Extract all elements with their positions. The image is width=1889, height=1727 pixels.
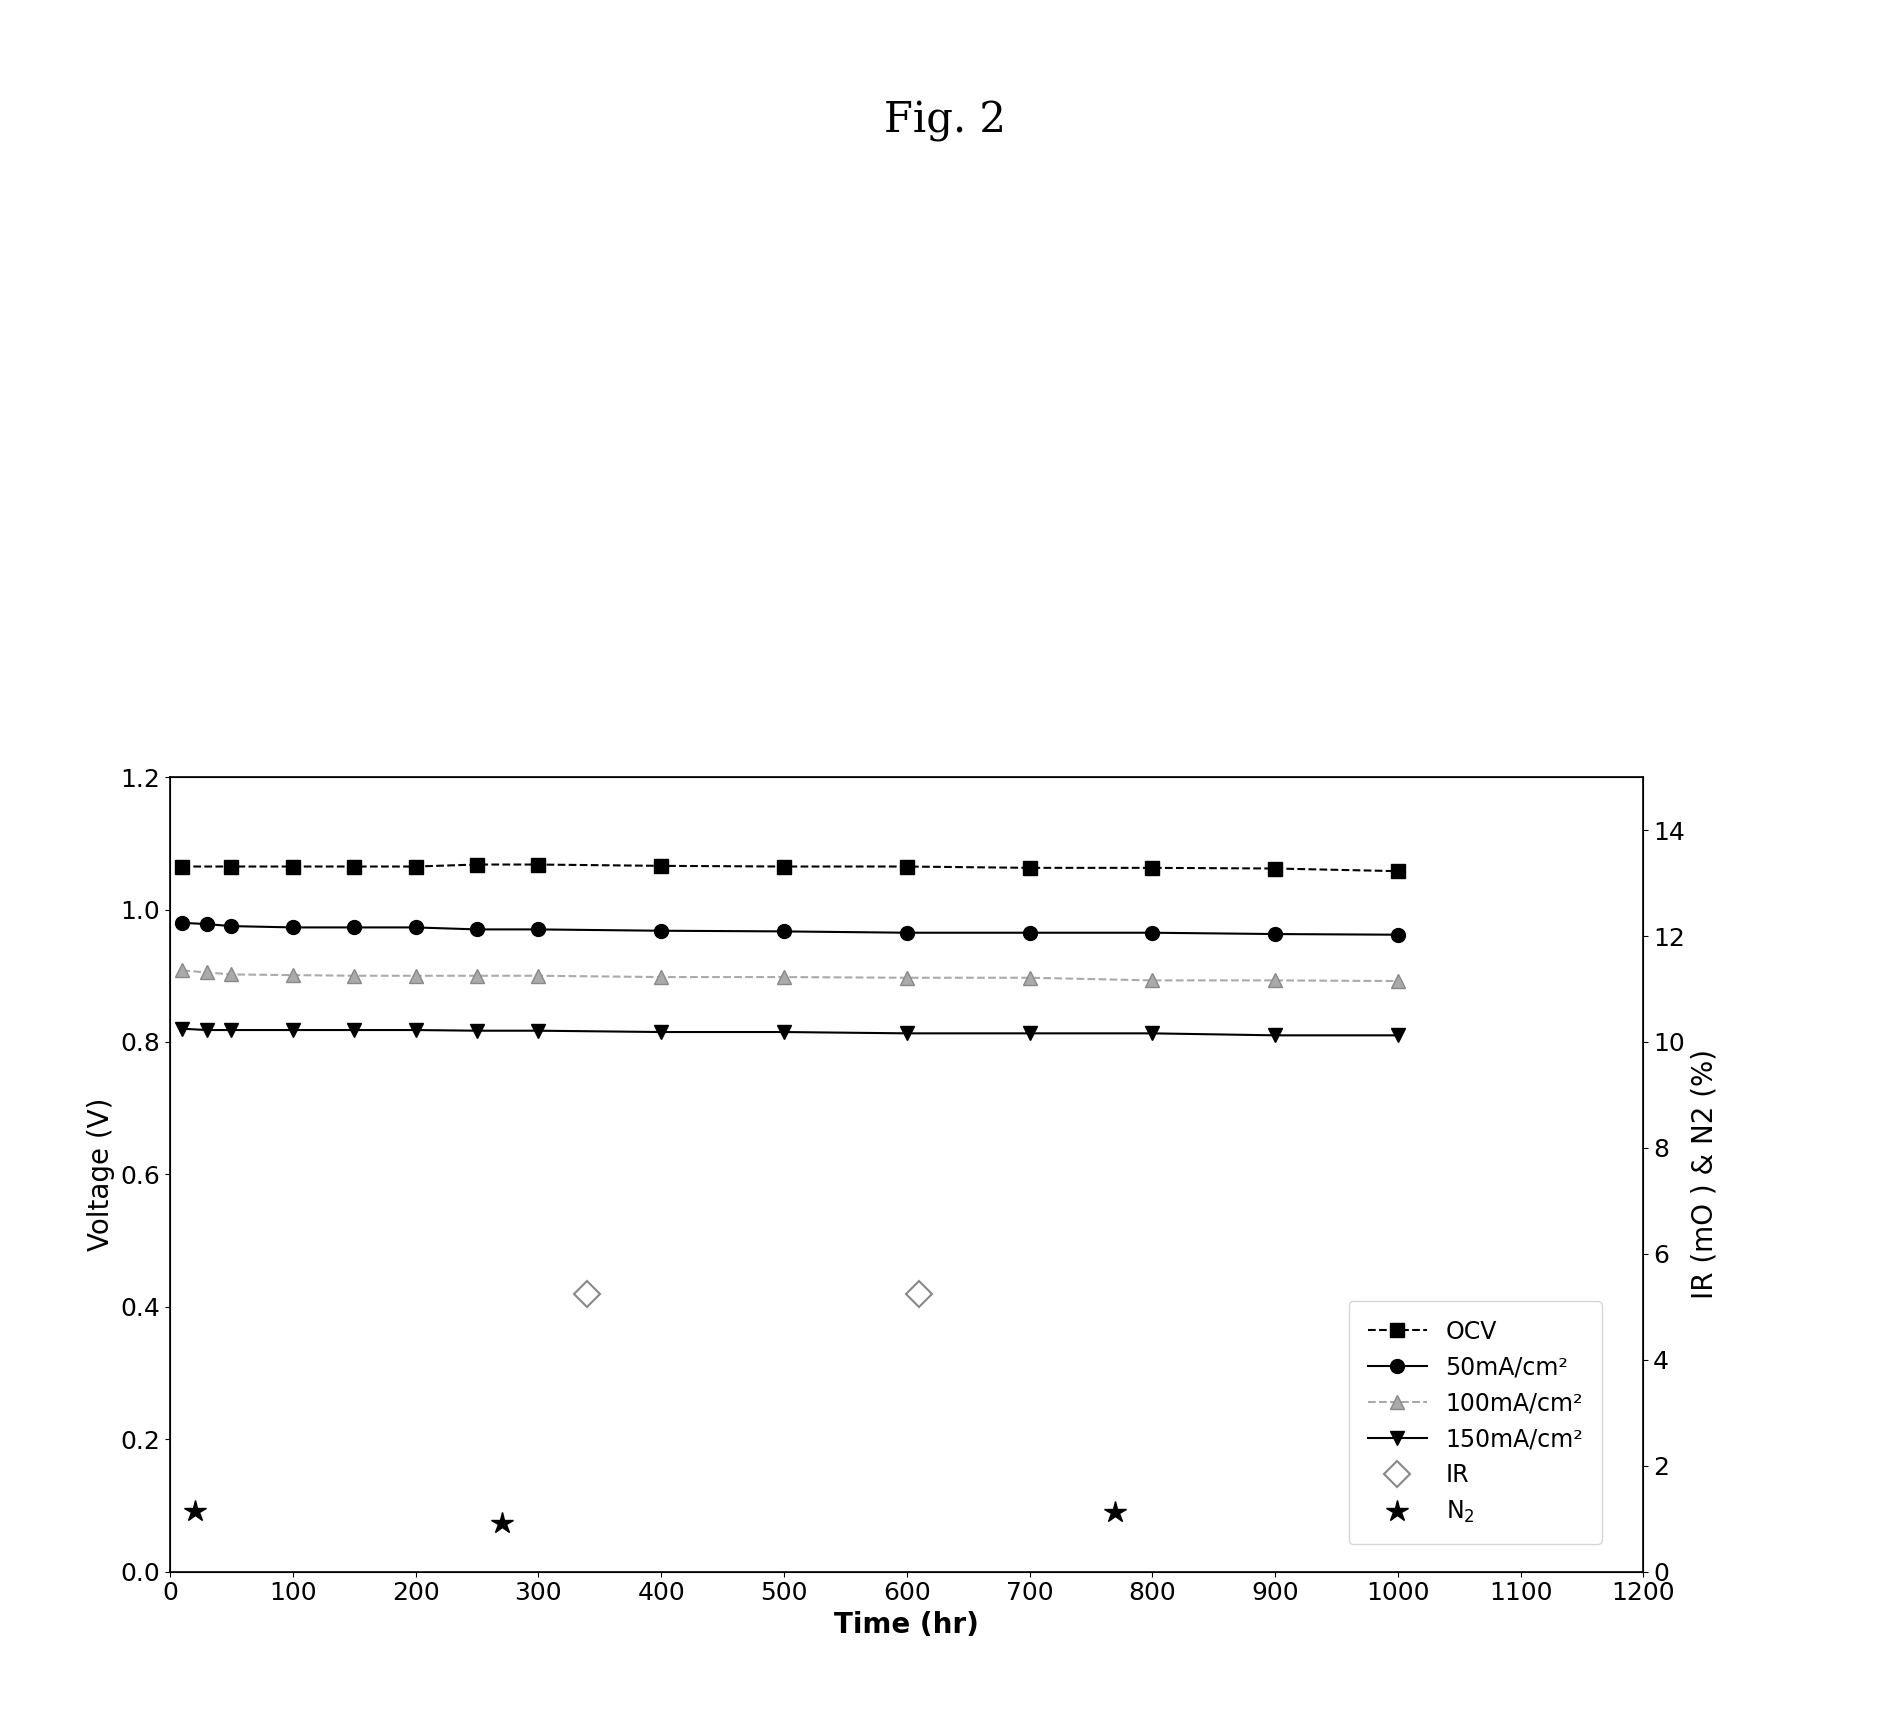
Line: N₂: N₂	[183, 1499, 1126, 1534]
50mA/cm²	[219, 915, 242, 936]
50mA/cm²	[196, 914, 219, 934]
100mA/cm²	[1264, 971, 1286, 991]
150mA/cm²	[1387, 1024, 1409, 1045]
50mA/cm²	[344, 917, 366, 938]
N₂	[183, 1501, 206, 1521]
50mA/cm²	[404, 917, 427, 938]
Y-axis label: IR (mO ) & N2 (%): IR (mO ) & N2 (%)	[1691, 1050, 1719, 1299]
Line: 100mA/cm²: 100mA/cm²	[176, 964, 1405, 988]
50mA/cm²	[1387, 924, 1409, 945]
Legend: OCV, 50mA/cm², 100mA/cm², 150mA/cm², IR, N$_2$: OCV, 50mA/cm², 100mA/cm², 150mA/cm², IR,…	[1349, 1300, 1602, 1544]
OCV	[404, 857, 427, 877]
50mA/cm²	[650, 920, 672, 941]
Line: OCV: OCV	[176, 858, 1405, 877]
OCV	[170, 857, 195, 877]
OCV	[895, 857, 918, 877]
100mA/cm²	[344, 965, 366, 986]
100mA/cm²	[219, 964, 242, 984]
150mA/cm²	[1264, 1024, 1286, 1045]
OCV	[773, 857, 795, 877]
150mA/cm²	[1018, 1022, 1041, 1043]
100mA/cm²	[404, 965, 427, 986]
50mA/cm²	[1141, 922, 1164, 943]
Line: 150mA/cm²: 150mA/cm²	[176, 1022, 1405, 1043]
X-axis label: Time (hr): Time (hr)	[835, 1611, 979, 1639]
IR	[576, 1283, 599, 1304]
OCV	[281, 857, 304, 877]
50mA/cm²	[1264, 924, 1286, 945]
100mA/cm²	[281, 965, 304, 986]
Line: 50mA/cm²: 50mA/cm²	[176, 915, 1405, 941]
OCV	[1141, 858, 1164, 879]
50mA/cm²	[895, 922, 918, 943]
150mA/cm²	[1141, 1022, 1164, 1043]
100mA/cm²	[1018, 967, 1041, 988]
150mA/cm²	[219, 1019, 242, 1040]
150mA/cm²	[344, 1019, 366, 1040]
OCV	[1264, 858, 1286, 879]
N₂	[491, 1513, 514, 1534]
100mA/cm²	[650, 967, 672, 988]
50mA/cm²	[1018, 922, 1041, 943]
150mA/cm²	[773, 1022, 795, 1043]
OCV	[1018, 858, 1041, 879]
50mA/cm²	[170, 912, 195, 933]
50mA/cm²	[467, 919, 489, 939]
OCV	[344, 857, 366, 877]
IR	[909, 1283, 931, 1304]
100mA/cm²	[1387, 971, 1409, 991]
Text: Fig. 2: Fig. 2	[884, 100, 1005, 142]
100mA/cm²	[1141, 971, 1164, 991]
100mA/cm²	[467, 965, 489, 986]
100mA/cm²	[196, 962, 219, 983]
N₂	[1105, 1501, 1128, 1523]
50mA/cm²	[281, 917, 304, 938]
150mA/cm²	[196, 1019, 219, 1040]
100mA/cm²	[527, 965, 550, 986]
100mA/cm²	[170, 960, 195, 981]
100mA/cm²	[895, 967, 918, 988]
OCV	[527, 855, 550, 876]
100mA/cm²	[773, 967, 795, 988]
OCV	[650, 855, 672, 876]
OCV	[467, 855, 489, 876]
150mA/cm²	[281, 1019, 304, 1040]
Line: IR: IR	[578, 1285, 927, 1302]
50mA/cm²	[527, 919, 550, 939]
150mA/cm²	[527, 1021, 550, 1041]
150mA/cm²	[170, 1019, 195, 1040]
50mA/cm²	[773, 920, 795, 941]
OCV	[219, 857, 242, 877]
150mA/cm²	[404, 1019, 427, 1040]
150mA/cm²	[467, 1021, 489, 1041]
150mA/cm²	[650, 1022, 672, 1043]
OCV	[1387, 860, 1409, 881]
150mA/cm²	[895, 1022, 918, 1043]
Y-axis label: Voltage (V): Voltage (V)	[87, 1098, 115, 1250]
